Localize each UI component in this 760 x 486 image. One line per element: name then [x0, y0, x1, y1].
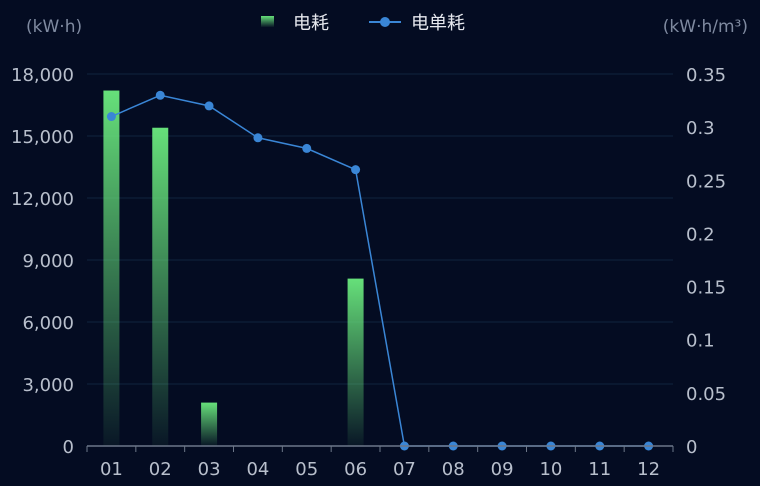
x-tick-label: 01: [100, 459, 123, 480]
right-tick-label: 0.35: [686, 65, 726, 86]
axes: 0 3,000 6,000 9,000 12,000 15,000 18,000 0 0.05 0…: [11, 65, 726, 480]
legend-bar-swatch[interactable]: [261, 16, 274, 27]
x-tick-label: 11: [588, 459, 611, 480]
legend-bar-label[interactable]: 电耗: [293, 13, 329, 34]
x-tick-label: 06: [344, 459, 367, 480]
line-point: [204, 101, 214, 111]
x-tick-label: 09: [491, 459, 514, 480]
left-tick-label: 12,000: [11, 189, 74, 210]
line-path: [111, 94, 649, 447]
left-tick-label: 15,000: [11, 127, 74, 148]
right-tick-label: 0: [686, 437, 697, 458]
legend-line-label[interactable]: 电单耗: [411, 13, 465, 34]
line-point: [106, 112, 116, 122]
x-tick-label: 08: [442, 459, 465, 480]
left-tick-label: 9,000: [22, 251, 74, 272]
left-axis-unit: (kW·h): [26, 17, 82, 37]
line-point: [155, 90, 165, 100]
left-tick-label: 18,000: [11, 65, 74, 86]
right-tick-label: 0.1: [686, 331, 715, 352]
legend: 电耗 电单耗: [261, 13, 465, 34]
bar: [152, 127, 169, 446]
grid-lines: [87, 73, 673, 385]
x-tick-label: 07: [393, 459, 416, 480]
bar: [103, 90, 120, 447]
left-tick-label: 0: [63, 437, 74, 458]
left-tick-label: 3,000: [22, 375, 74, 396]
bar: [201, 402, 218, 446]
line-point: [351, 165, 361, 175]
x-tick-label: 03: [198, 459, 221, 480]
x-tick-label: 04: [246, 459, 269, 480]
x-tick-label: 10: [539, 459, 562, 480]
right-tick-label: 0.15: [686, 278, 726, 299]
line-series: [106, 90, 654, 451]
right-tick-label: 0.25: [686, 171, 726, 192]
x-tick-label: 12: [637, 459, 660, 480]
right-tick-label: 0.05: [686, 384, 726, 405]
x-tick-label: 02: [149, 459, 172, 480]
right-tick-label: 0.2: [686, 224, 715, 245]
bar-series: [103, 90, 364, 447]
line-point: [302, 143, 312, 153]
legend-line-marker: [380, 17, 390, 27]
x-tick-label: 05: [295, 459, 318, 480]
right-tick-label: 0.3: [686, 118, 715, 139]
right-axis-unit: (kW·h/m³): [663, 17, 748, 37]
left-tick-label: 6,000: [22, 313, 74, 334]
line-point: [253, 133, 263, 143]
bar: [347, 278, 364, 446]
